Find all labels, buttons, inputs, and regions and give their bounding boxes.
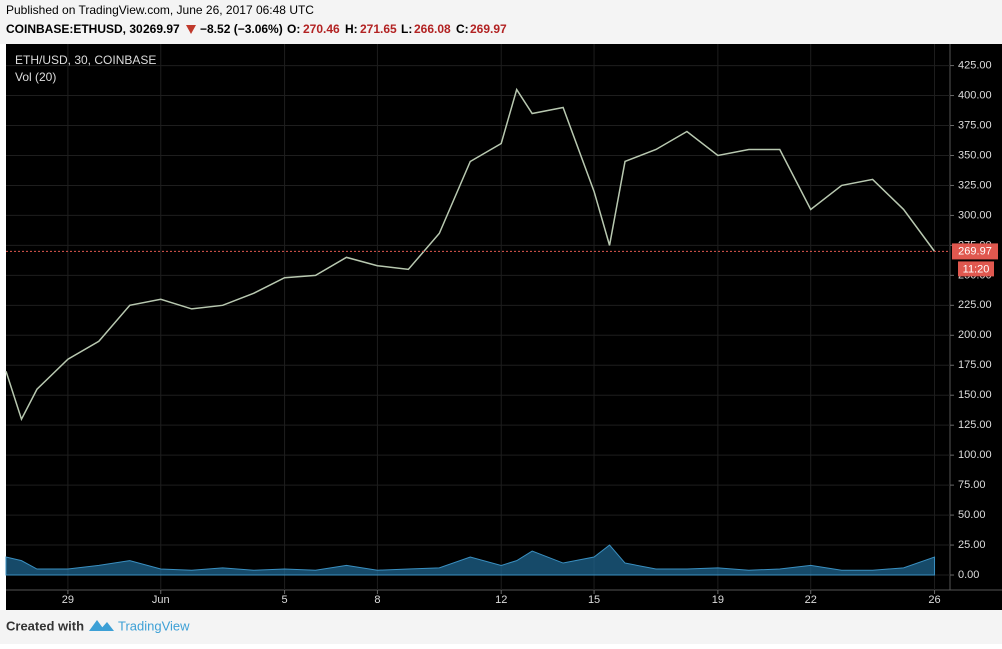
o-label: O: (287, 22, 300, 36)
y-tick-label: 0.00 (958, 569, 979, 581)
y-tick-label: 300.00 (958, 209, 992, 221)
o: 270.46 (303, 22, 340, 36)
y-tick-label: 425.00 (958, 59, 992, 71)
last-price-label: 269.97 (958, 245, 992, 257)
y-tick-label: 125.00 (958, 419, 992, 431)
chart-bg (6, 44, 1002, 610)
y-tick-label: 175.00 (958, 359, 992, 371)
x-tick-label: 12 (495, 594, 507, 606)
y-tick-label: 325.00 (958, 179, 992, 191)
header-bg (0, 0, 1002, 44)
published: Published on TradingView.com, June 26, 2… (6, 3, 314, 17)
x-tick-label: 29 (62, 594, 74, 606)
c: 269.97 (470, 22, 507, 36)
countdown-box (958, 261, 994, 277)
x-tick-label: 8 (374, 594, 380, 606)
y-tick-label: 200.00 (958, 329, 992, 341)
x-tick-label: Jun (152, 594, 170, 606)
volume-area (5, 544, 936, 576)
x-tick-label: 15 (588, 594, 600, 606)
y-tick-label: 400.00 (958, 89, 992, 101)
symbol: COINBASE:ETHUSD, 30 (6, 22, 143, 36)
c-label: C: (456, 22, 469, 36)
pane-legend: ETH/USD, 30, COINBASE (15, 53, 156, 67)
last-price-box (952, 243, 998, 260)
h: 271.65 (360, 22, 397, 36)
created-with: Created with (6, 618, 84, 633)
l: 266.08 (414, 22, 451, 36)
y-tick-label: 350.00 (958, 149, 992, 161)
y-tick-label: 375.00 (958, 119, 992, 131)
countdown: 11:20 (963, 263, 990, 275)
x-tick-label: 22 (805, 594, 817, 606)
last: 269.97 (143, 22, 180, 36)
footer-bg (0, 610, 1002, 644)
change: −8.52 (−3.06%) (200, 22, 283, 36)
x-tick-label: 26 (928, 594, 940, 606)
h-label: H: (345, 22, 358, 36)
y-tick-label: 150.00 (958, 389, 992, 401)
y-tick-label: 100.00 (958, 449, 992, 461)
x-tick-label: 19 (712, 594, 724, 606)
y-tick-label: 50.00 (958, 509, 986, 521)
volume-legend: Vol (20) (15, 70, 56, 84)
price-line (5, 87, 936, 422)
l-label: L: (401, 22, 412, 36)
x-tick-label: 5 (281, 594, 287, 606)
down-arrow (186, 25, 196, 34)
brand[interactable]: TradingView (118, 618, 190, 633)
y-tick-label: 225.00 (958, 299, 992, 311)
logo[interactable] (89, 620, 114, 631)
y-tick-label: 25.00 (958, 539, 986, 551)
y-tick-label: 75.00 (958, 479, 986, 491)
